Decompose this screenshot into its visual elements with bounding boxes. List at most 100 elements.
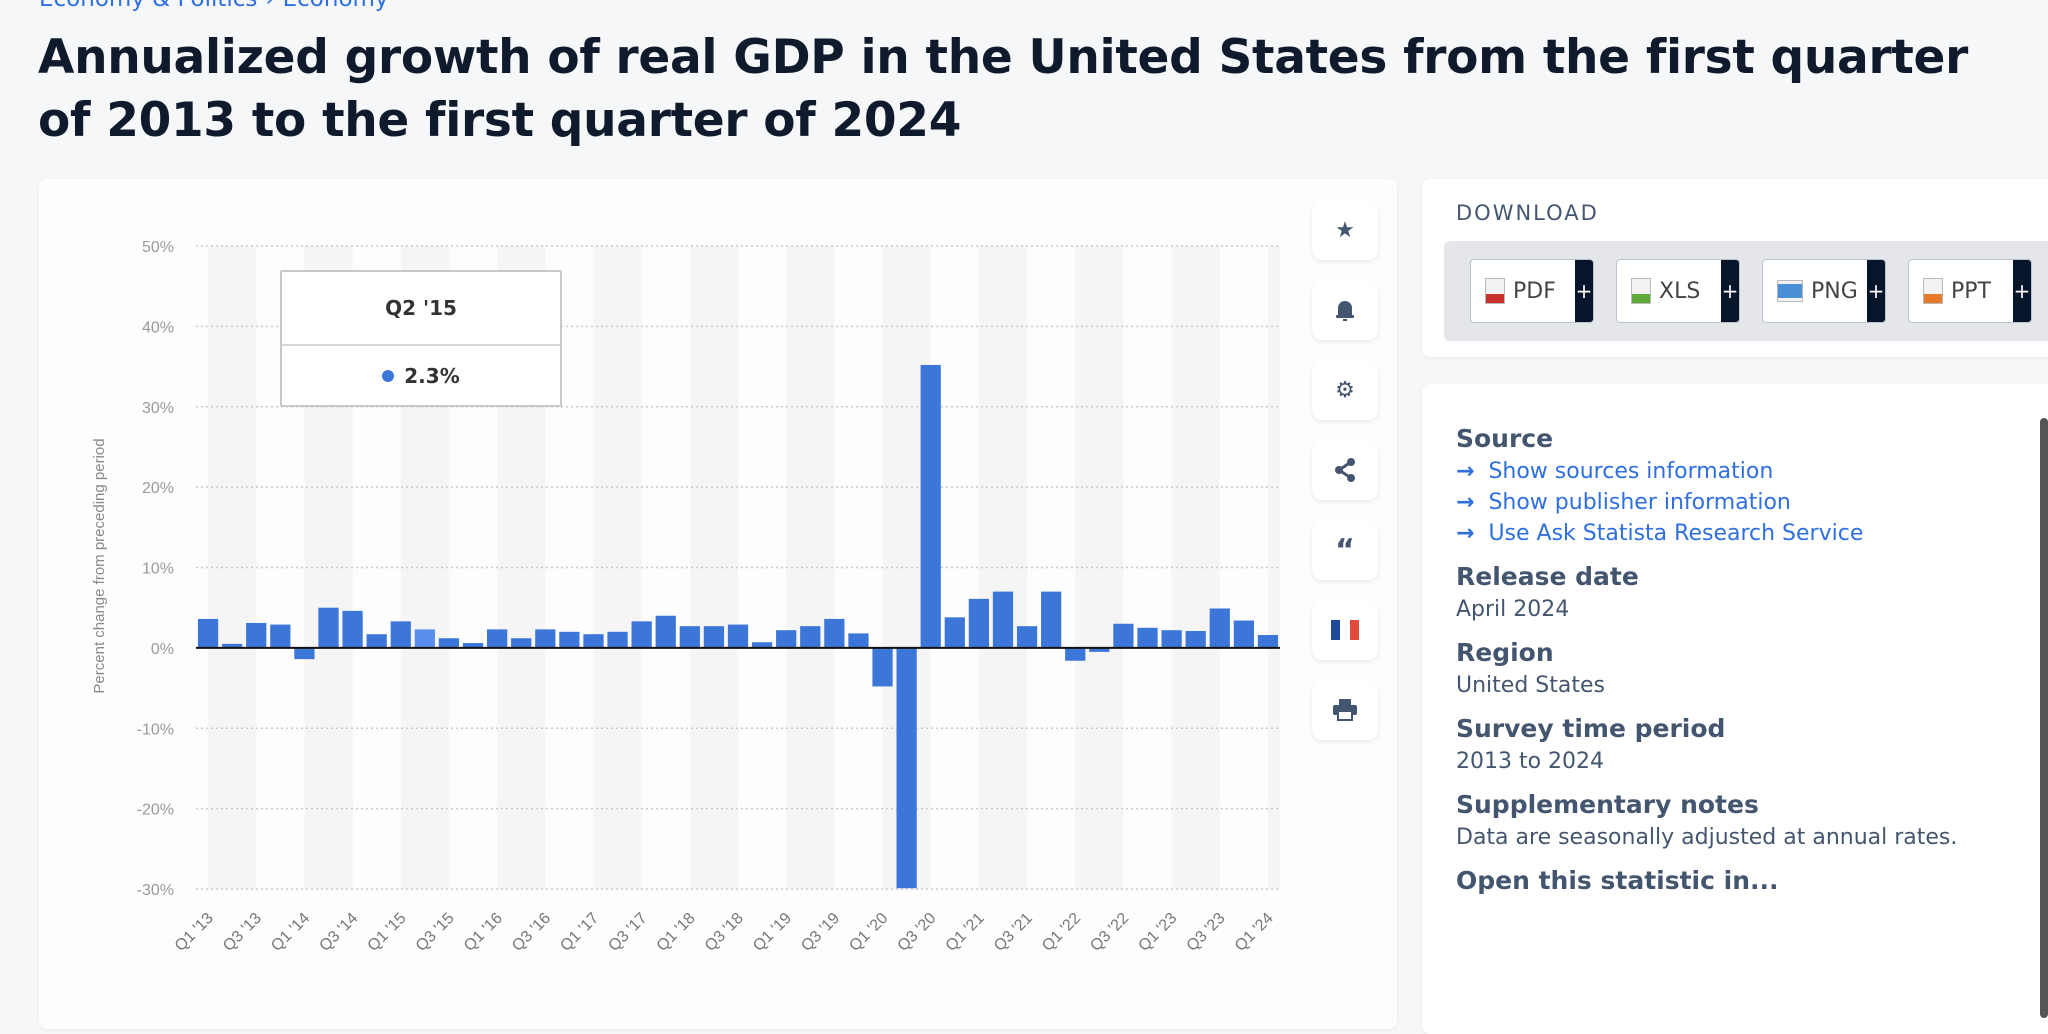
french-flag-icon [1331, 620, 1359, 640]
release-date-heading: Release date [1456, 562, 1639, 591]
bar[interactable] [776, 630, 797, 648]
bar[interactable] [486, 629, 508, 648]
bar[interactable] [438, 638, 460, 648]
bar[interactable] [1257, 635, 1279, 648]
bar[interactable] [872, 647, 893, 687]
star-icon: ★ [1335, 217, 1355, 243]
download-pdf-label: PDF [1513, 278, 1556, 304]
tooltip-value-row: 2.3% [282, 346, 560, 405]
bar[interactable] [800, 626, 821, 648]
bar[interactable] [318, 607, 339, 648]
plus-icon[interactable]: + [2013, 260, 2031, 322]
bar-chart: 50%40%30%20%10%0%-10%-20%-30%Q1 '13 Q3 '1… [91, 239, 1280, 955]
bar[interactable] [944, 617, 965, 648]
breadcrumb-link-economy-politics[interactable]: Economy & Politics [39, 0, 257, 12]
x-tick-label: Q3 '16 [509, 910, 554, 955]
bar[interactable] [1089, 647, 1110, 652]
series-dot-icon [382, 369, 395, 382]
show-sources-link[interactable]: → Show sources information [1456, 459, 1957, 484]
bar[interactable] [1209, 608, 1230, 648]
x-tick-label: Q1 '23 [1135, 910, 1180, 955]
bar[interactable] [607, 631, 628, 648]
x-tick-label: Q3 '20 [895, 910, 940, 955]
bell-icon [1336, 301, 1354, 321]
bar[interactable] [342, 610, 363, 648]
bar[interactable] [583, 634, 604, 648]
share-button[interactable] [1312, 440, 1378, 500]
bar[interactable] [1113, 623, 1134, 648]
chart-toolbar: ★ ⚙ “ [1312, 200, 1378, 760]
arrow-right-icon: → [1456, 490, 1475, 515]
bar[interactable] [414, 629, 435, 648]
bar[interactable] [703, 626, 725, 648]
bar[interactable] [246, 622, 267, 648]
y-axis-title: Percent change from preceding period [91, 438, 108, 693]
show-publisher-link[interactable]: → Show publisher information [1456, 490, 1957, 515]
bar[interactable] [1185, 630, 1206, 648]
bar[interactable] [655, 615, 676, 648]
x-tick-label: Q1 '21 [943, 910, 988, 955]
bar[interactable] [824, 618, 845, 648]
survey-period-value: 2013 to 2024 [1456, 749, 1605, 774]
x-tick-label: Q3 '19 [798, 910, 843, 955]
bar[interactable] [222, 643, 243, 648]
survey-period-heading: Survey time period [1456, 714, 1726, 743]
bar[interactable] [197, 618, 219, 648]
bar[interactable] [1016, 626, 1038, 648]
print-button[interactable] [1312, 680, 1378, 740]
bar[interactable] [1233, 620, 1254, 648]
bar[interactable] [631, 621, 652, 648]
download-ppt-button[interactable]: PPT + [1908, 259, 2032, 323]
bar[interactable] [1137, 627, 1158, 648]
notification-button[interactable] [1312, 280, 1378, 340]
y-tick-label: 50% [142, 239, 174, 256]
x-tick-label: Q3 '14 [316, 910, 361, 955]
bar[interactable] [896, 647, 917, 889]
page-scrollbar[interactable] [2040, 418, 2048, 1018]
bar[interactable] [727, 624, 749, 648]
x-tick-label: Q1 '22 [1039, 910, 1084, 955]
bar[interactable] [1065, 647, 1086, 661]
favorite-button[interactable]: ★ [1312, 200, 1378, 260]
x-tick-label: Q3 '21 [991, 910, 1036, 955]
ask-statista-link[interactable]: → Use Ask Statista Research Service [1456, 521, 1957, 546]
bar[interactable] [294, 647, 315, 660]
bar[interactable] [270, 624, 291, 648]
open-statistic-heading[interactable]: Open this statistic in... [1456, 866, 1779, 895]
arrow-right-icon: → [1456, 521, 1475, 546]
bar[interactable] [559, 631, 580, 648]
x-tick-label: Q1 '24 [1232, 910, 1277, 955]
plus-icon[interactable]: + [1575, 260, 1593, 322]
bar[interactable] [920, 364, 941, 648]
breadcrumb-link-economy[interactable]: Economy [283, 0, 389, 12]
bar[interactable] [462, 643, 484, 648]
download-buttons: PDF + XLS + PNG + PPT + [1444, 241, 2048, 341]
download-xls-button[interactable]: XLS + [1616, 259, 1740, 323]
x-tick-label: Q1 '15 [365, 910, 410, 955]
bar[interactable] [679, 626, 700, 648]
x-tick-label: Q3 '17 [605, 910, 650, 955]
arrow-right-icon: → [1456, 459, 1475, 484]
bar[interactable] [1041, 591, 1062, 648]
download-pdf-button[interactable]: PDF + [1470, 259, 1594, 323]
ppt-file-icon [1923, 278, 1943, 304]
language-button[interactable] [1312, 600, 1378, 660]
share-icon [1335, 458, 1355, 482]
bar[interactable] [751, 642, 773, 648]
bar[interactable] [848, 633, 869, 648]
bar[interactable] [511, 638, 532, 648]
bar[interactable] [535, 629, 556, 648]
cite-button[interactable]: “ [1312, 520, 1378, 580]
bar[interactable] [1161, 630, 1182, 648]
statistic-info-card: Source → Show sources information → Show p… [1422, 384, 2048, 1034]
download-png-button[interactable]: PNG + [1762, 259, 1886, 323]
bar[interactable] [390, 621, 411, 648]
bar[interactable] [968, 598, 990, 648]
bar[interactable] [992, 591, 1014, 648]
x-tick-label: Q3 '22 [1087, 910, 1132, 955]
plus-icon[interactable]: + [1721, 260, 1739, 322]
bar[interactable] [366, 634, 387, 648]
plus-icon[interactable]: + [1867, 260, 1885, 322]
x-tick-label: Q1 '19 [750, 910, 795, 955]
settings-button[interactable]: ⚙ [1312, 360, 1378, 420]
